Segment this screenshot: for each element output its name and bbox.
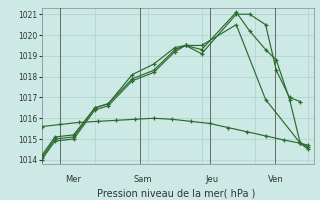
Text: Jeu: Jeu — [206, 175, 219, 184]
Text: Mer: Mer — [66, 175, 82, 184]
Text: Sam: Sam — [134, 175, 152, 184]
Text: Pression niveau de la mer( hPa ): Pression niveau de la mer( hPa ) — [97, 188, 255, 198]
Text: Ven: Ven — [268, 175, 284, 184]
